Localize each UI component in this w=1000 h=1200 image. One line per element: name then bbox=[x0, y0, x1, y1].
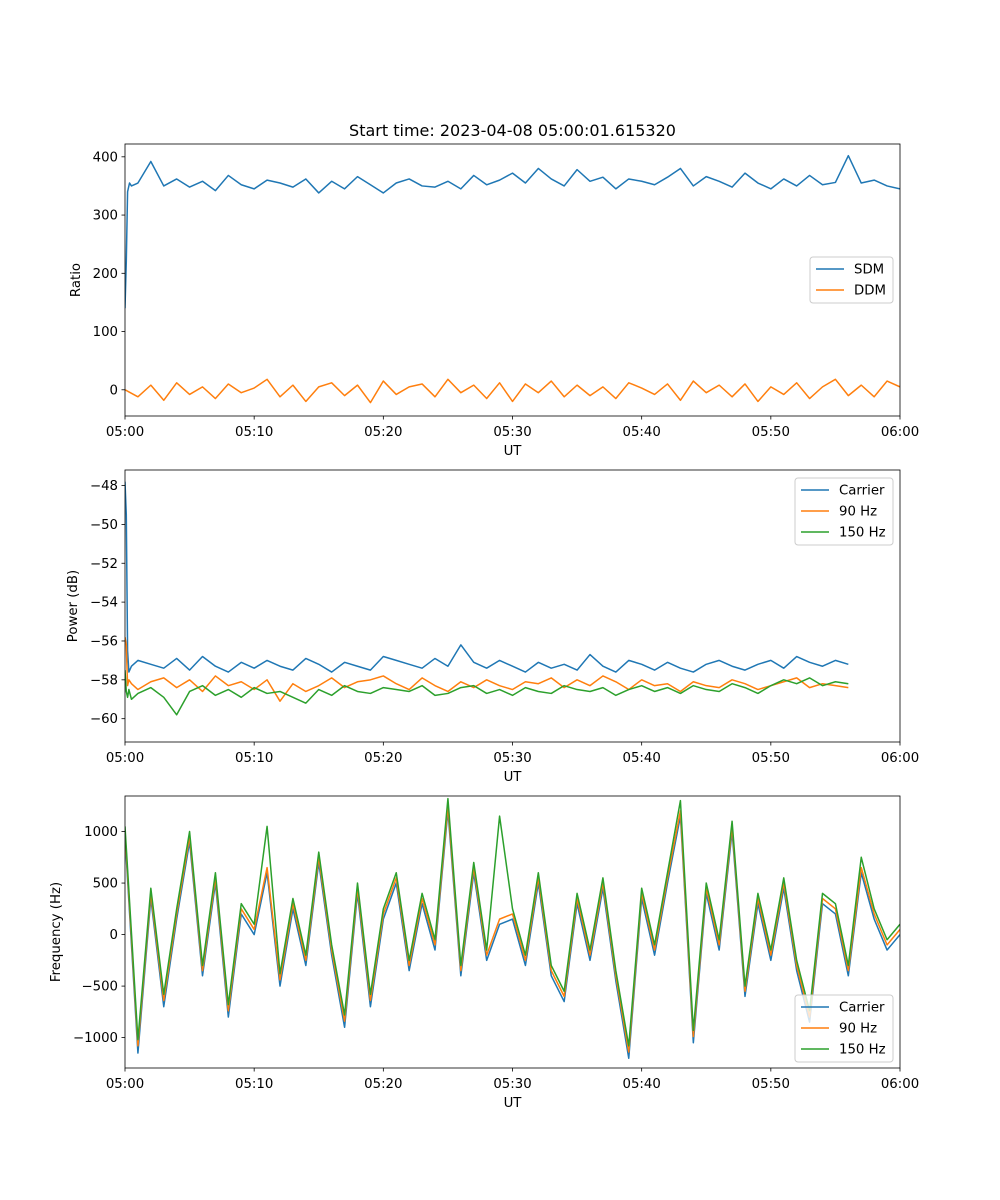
y-tick-label: 100 bbox=[93, 325, 118, 340]
legend-entry-label: 150 Hz bbox=[839, 1043, 886, 1058]
legend-box bbox=[794, 477, 894, 546]
y-tick-label: 0 bbox=[110, 928, 118, 943]
series-group bbox=[125, 481, 849, 716]
legend-entry-label: Carrier bbox=[839, 484, 885, 499]
x-tick-label: 05:30 bbox=[493, 425, 531, 440]
x-tick-label: 05:00 bbox=[106, 425, 144, 440]
x-tick-label: 05:50 bbox=[752, 425, 790, 440]
x-tick-label: 05:30 bbox=[493, 751, 531, 766]
series-line-150-hz bbox=[125, 797, 900, 1047]
x-tick-label: 06:00 bbox=[881, 425, 919, 440]
series-line-ddm bbox=[125, 378, 900, 404]
chart-panel-2: 05:00 05:10 05:20 05:30 05:40 05:50 06:00 −60 −5… bbox=[66, 469, 919, 785]
chart-panel-3: 05:00 05:10 05:20 05:30 05:40 05:50 06:00 −1000… bbox=[49, 795, 919, 1111]
x-tick-label: 05:20 bbox=[364, 425, 402, 440]
series-group bbox=[125, 797, 900, 1059]
series-group bbox=[125, 154, 900, 404]
series-line-90-hz bbox=[125, 636, 849, 702]
y-axis-label: Power (dB) bbox=[66, 570, 81, 642]
y-tick-label: −52 bbox=[90, 557, 118, 572]
legend-entry-label: 150 Hz bbox=[839, 526, 886, 541]
x-tick-label: 05:30 bbox=[493, 1077, 531, 1092]
y-tick-label: −58 bbox=[90, 673, 118, 688]
x-tick-label: 05:10 bbox=[235, 751, 273, 766]
x-tick-label: 05:00 bbox=[106, 751, 144, 766]
legend-entry-label: DDM bbox=[854, 284, 886, 299]
y-tick-label: −50 bbox=[90, 518, 118, 533]
figure-title: Start time: 2023-04-08 05:00:01.615320 bbox=[349, 121, 676, 140]
y-axis-label: Ratio bbox=[69, 263, 84, 297]
y-tick-label: −48 bbox=[90, 479, 118, 494]
legend: SDM DDM bbox=[809, 256, 894, 304]
series-line-carrier bbox=[125, 810, 900, 1059]
series-line-carrier bbox=[125, 481, 849, 673]
x-tick-label: 06:00 bbox=[881, 1077, 919, 1092]
y-tick-label: −60 bbox=[90, 712, 118, 727]
legend-entry-label: SDM bbox=[854, 263, 884, 278]
x-tick-label: 05:50 bbox=[752, 1077, 790, 1092]
x-tick-label: 05:10 bbox=[235, 1077, 273, 1092]
legend: Carrier 90 Hz 150 Hz bbox=[794, 994, 894, 1063]
x-tick-label: 05:20 bbox=[364, 1077, 402, 1092]
x-axis-label: UT bbox=[504, 1096, 523, 1111]
x-tick-label: 05:00 bbox=[106, 1077, 144, 1092]
y-tick-label: 300 bbox=[93, 209, 118, 224]
y-tick-label: 0 bbox=[110, 383, 118, 398]
y-tick-label: 200 bbox=[93, 267, 118, 282]
x-tick-label: 05:40 bbox=[623, 425, 661, 440]
y-tick-label: −500 bbox=[81, 980, 118, 995]
y-tick-label: −1000 bbox=[73, 1031, 118, 1046]
x-tick-label: 05:20 bbox=[364, 751, 402, 766]
chart-panel-1: 05:00 05:10 05:20 05:30 05:40 05:50 06:00 0 100 2… bbox=[69, 143, 919, 459]
x-tick-label: 06:00 bbox=[881, 751, 919, 766]
legend-box bbox=[794, 994, 894, 1063]
y-tick-label: 400 bbox=[93, 150, 118, 165]
series-line-150-hz bbox=[125, 670, 849, 716]
x-tick-label: 05:40 bbox=[623, 751, 661, 766]
y-axis-label: Frequency (Hz) bbox=[49, 882, 64, 982]
x-tick-label: 05:10 bbox=[235, 425, 273, 440]
series-line-sdm bbox=[125, 154, 900, 309]
x-tick-label: 05:40 bbox=[623, 1077, 661, 1092]
x-axis-label: UT bbox=[504, 444, 523, 459]
legend: Carrier 90 Hz 150 Hz bbox=[794, 477, 894, 546]
x-tick-label: 05:50 bbox=[752, 751, 790, 766]
y-tick-label: 1000 bbox=[84, 825, 118, 840]
series-line-90-hz bbox=[125, 805, 900, 1053]
legend-entry-label: Carrier bbox=[839, 1001, 885, 1016]
legend-entry-label: 90 Hz bbox=[839, 1022, 877, 1037]
y-tick-label: 500 bbox=[93, 877, 118, 892]
y-tick-label: −54 bbox=[90, 596, 118, 611]
legend-entry-label: 90 Hz bbox=[839, 505, 877, 520]
x-axis-label: UT bbox=[504, 770, 523, 785]
y-tick-label: −56 bbox=[90, 634, 118, 649]
